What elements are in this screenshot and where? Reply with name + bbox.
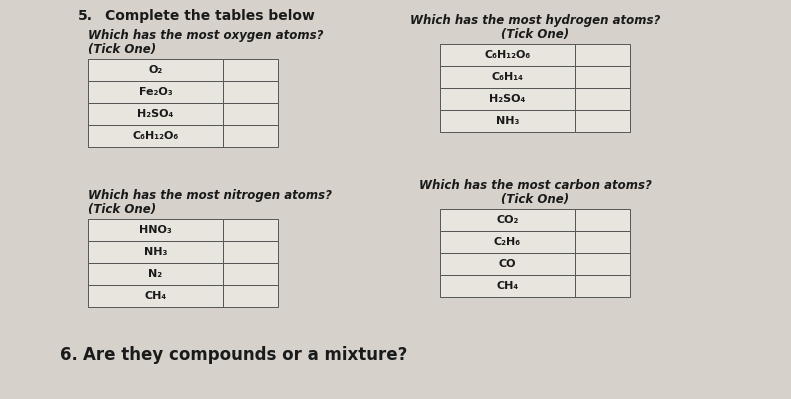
- Bar: [575, 110, 630, 132]
- Bar: [88, 81, 223, 103]
- Bar: [223, 59, 278, 81]
- Bar: [440, 66, 575, 88]
- Text: Which has the most oxygen atoms?: Which has the most oxygen atoms?: [88, 29, 324, 42]
- Text: (Tick One): (Tick One): [501, 28, 569, 41]
- Text: NH₃: NH₃: [144, 247, 167, 257]
- Bar: [440, 44, 575, 66]
- Text: CO₂: CO₂: [496, 215, 519, 225]
- Bar: [223, 241, 278, 263]
- Text: H₂SO₄: H₂SO₄: [490, 94, 526, 104]
- Bar: [223, 219, 278, 241]
- Bar: [575, 253, 630, 275]
- Text: H₂SO₄: H₂SO₄: [138, 109, 174, 119]
- Bar: [440, 253, 575, 275]
- Bar: [223, 81, 278, 103]
- Bar: [223, 125, 278, 147]
- Text: 5.: 5.: [78, 9, 93, 23]
- Text: Which has the most hydrogen atoms?: Which has the most hydrogen atoms?: [410, 14, 660, 27]
- Bar: [575, 44, 630, 66]
- Text: Fe₂O₃: Fe₂O₃: [138, 87, 172, 97]
- Text: (Tick One): (Tick One): [88, 203, 156, 216]
- Text: Which has the most carbon atoms?: Which has the most carbon atoms?: [418, 179, 652, 192]
- Text: C₂H₆: C₂H₆: [494, 237, 521, 247]
- Bar: [88, 125, 223, 147]
- Text: Which has the most nitrogen atoms?: Which has the most nitrogen atoms?: [88, 189, 332, 202]
- Bar: [88, 219, 223, 241]
- Bar: [575, 88, 630, 110]
- Bar: [88, 103, 223, 125]
- Text: C₆H₁₂O₆: C₆H₁₂O₆: [484, 50, 531, 60]
- Text: NH₃: NH₃: [496, 116, 519, 126]
- Bar: [440, 275, 575, 297]
- Bar: [223, 263, 278, 285]
- Text: (Tick One): (Tick One): [501, 193, 569, 206]
- Bar: [223, 103, 278, 125]
- Bar: [575, 66, 630, 88]
- Text: (Tick One): (Tick One): [88, 43, 156, 56]
- Text: Complete the tables below: Complete the tables below: [105, 9, 315, 23]
- Text: C₆H₁₄: C₆H₁₄: [491, 72, 524, 82]
- Bar: [440, 209, 575, 231]
- Bar: [575, 209, 630, 231]
- Bar: [440, 110, 575, 132]
- Text: 6.: 6.: [60, 346, 78, 364]
- Bar: [88, 59, 223, 81]
- Text: O₂: O₂: [149, 65, 163, 75]
- Bar: [575, 231, 630, 253]
- Bar: [440, 88, 575, 110]
- Text: C₆H₁₂O₆: C₆H₁₂O₆: [132, 131, 179, 141]
- Bar: [88, 285, 223, 307]
- Text: N₂: N₂: [149, 269, 163, 279]
- Text: CH₄: CH₄: [497, 281, 519, 291]
- Text: CH₄: CH₄: [145, 291, 167, 301]
- Bar: [223, 285, 278, 307]
- Text: HNO₃: HNO₃: [139, 225, 172, 235]
- Text: CO: CO: [499, 259, 517, 269]
- Text: Are they compounds or a mixture?: Are they compounds or a mixture?: [83, 346, 407, 364]
- Bar: [575, 275, 630, 297]
- Bar: [440, 231, 575, 253]
- Bar: [88, 263, 223, 285]
- Bar: [88, 241, 223, 263]
